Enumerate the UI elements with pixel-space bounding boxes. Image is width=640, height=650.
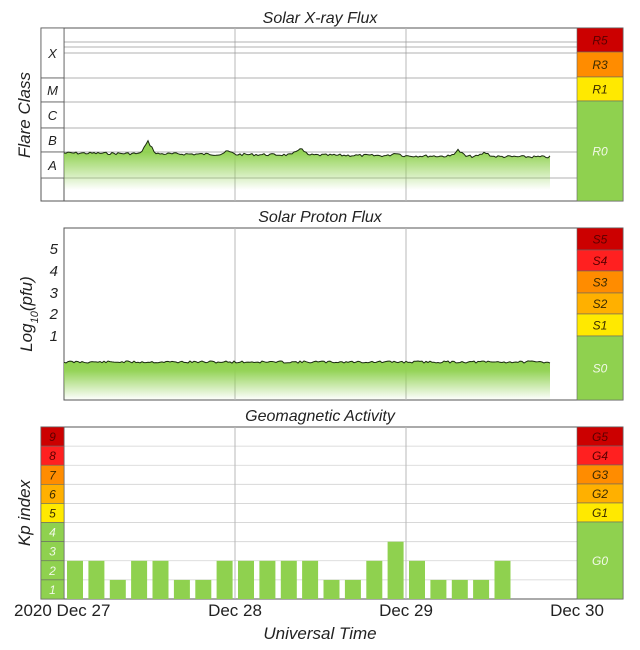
kp-title: Geomagnetic Activity xyxy=(245,408,396,425)
kp-ylabel: Kp index xyxy=(15,479,34,546)
class-label-m: M xyxy=(47,83,58,98)
kp-level-label-6: 6 xyxy=(49,487,56,501)
kp-bar xyxy=(451,579,468,599)
kp-bar xyxy=(238,560,254,599)
radiation-storm-scale: S5 S4 S3 S2 S1 S0 xyxy=(576,227,624,401)
kp-bar xyxy=(344,579,361,599)
kp-bars xyxy=(67,541,511,599)
scale-box-r0 xyxy=(576,100,624,202)
proton-panel: 5 4 3 2 1 S5 S4 S3 S2 S1 S0 Log10(pfu) xyxy=(17,227,624,401)
scale-box-g0 xyxy=(576,521,624,600)
kp-bar xyxy=(88,560,105,599)
kp-frame xyxy=(40,426,624,600)
kp-bar xyxy=(366,560,383,599)
kp-level-label-1: 1 xyxy=(49,583,56,597)
radio-blackout-scale: R5 R3 R1 R0 xyxy=(576,27,624,202)
scale-label-g2: G2 xyxy=(592,487,608,501)
kp-bar xyxy=(195,579,212,599)
proton-ytick-1: 1 xyxy=(50,328,58,345)
xray-title: Solar X-ray Flux xyxy=(263,10,379,27)
x-axis-ticks: 2020 Dec 27 Dec 28 Dec 29 Dec 30 xyxy=(14,601,604,620)
proton-ytick-5: 5 xyxy=(50,241,59,258)
proton-yticks: 5 4 3 2 1 xyxy=(49,241,59,345)
kp-level-scale: 9 8 7 6 5 4 3 2 1 xyxy=(40,426,65,600)
proton-flux-area xyxy=(64,360,550,400)
proton-title: Solar Proton Flux xyxy=(258,209,383,226)
proton-flux-line xyxy=(63,360,551,364)
scale-label-s5: S5 xyxy=(593,233,608,247)
kp-bar xyxy=(259,560,276,599)
class-label-a: A xyxy=(47,158,57,173)
kp-bar xyxy=(131,560,148,599)
proton-ytick-4: 4 xyxy=(50,263,58,280)
kp-bar xyxy=(430,579,447,599)
kp-bar xyxy=(173,579,190,599)
kp-level-label-2: 2 xyxy=(48,564,56,578)
kp-grid xyxy=(63,427,577,599)
kp-bar xyxy=(280,560,297,599)
proton-ytick-2: 2 xyxy=(49,306,59,323)
xray-ylabel: Flare Class xyxy=(15,72,34,158)
class-label-c: C xyxy=(48,108,58,123)
x-tick-label: Dec 29 xyxy=(379,601,433,620)
kp-bar xyxy=(473,579,490,599)
kp-bar xyxy=(152,560,169,599)
kp-bar xyxy=(494,560,511,599)
scale-label-s4: S4 xyxy=(593,254,608,268)
scale-label-g4: G4 xyxy=(592,449,608,463)
kp-bar xyxy=(67,560,83,599)
x-tick-label: 2020 Dec 27 xyxy=(14,601,110,620)
kp-level-label-5: 5 xyxy=(49,507,56,521)
scale-label-r5: R5 xyxy=(592,34,608,48)
class-label-b: B xyxy=(48,133,57,148)
xray-flux-line xyxy=(63,139,551,159)
kp-bar xyxy=(323,579,340,599)
kp-bar xyxy=(216,560,233,599)
scale-label-r0: R0 xyxy=(592,145,608,159)
x-axis-label: Universal Time xyxy=(263,624,376,643)
scale-label-s1: S1 xyxy=(593,319,608,333)
scale-label-r1: R1 xyxy=(592,83,607,97)
proton-ytick-3: 3 xyxy=(50,285,59,302)
scale-box-s0 xyxy=(576,335,624,401)
kp-bar xyxy=(109,579,126,599)
x-tick-label: Dec 28 xyxy=(208,601,262,620)
class-label-x: X xyxy=(47,46,58,61)
xray-flux-area xyxy=(64,140,550,190)
kp-bar xyxy=(302,560,319,599)
kp-level-label-3: 3 xyxy=(49,545,56,559)
kp-bar xyxy=(387,541,404,599)
scale-label-g1: G1 xyxy=(592,506,608,520)
kp-panel: 9 8 7 6 5 4 3 2 1 G5 G4 G3 G2 G1 G0 Kp index xyxy=(15,426,624,600)
x-tick-label: Dec 30 xyxy=(550,601,604,620)
kp-level-label-7: 7 xyxy=(49,468,57,482)
scale-label-s3: S3 xyxy=(593,276,608,290)
scale-label-r3: R3 xyxy=(592,58,608,72)
scale-label-g0: G0 xyxy=(592,554,608,568)
scale-label-g5: G5 xyxy=(592,430,608,444)
geomagnetic-storm-scale: G5 G4 G3 G2 G1 G0 xyxy=(576,426,624,600)
kp-level-box-1 xyxy=(40,579,65,600)
kp-level-label-4: 4 xyxy=(49,526,56,540)
scale-label-g3: G3 xyxy=(592,468,608,482)
kp-level-label-9: 9 xyxy=(49,430,56,444)
kp-level-label-8: 8 xyxy=(49,449,56,463)
kp-bar xyxy=(409,560,425,599)
proton-ylabel: Log10(pfu) xyxy=(17,276,41,352)
scale-label-s0: S0 xyxy=(593,362,608,376)
scale-label-s2: S2 xyxy=(593,297,608,311)
